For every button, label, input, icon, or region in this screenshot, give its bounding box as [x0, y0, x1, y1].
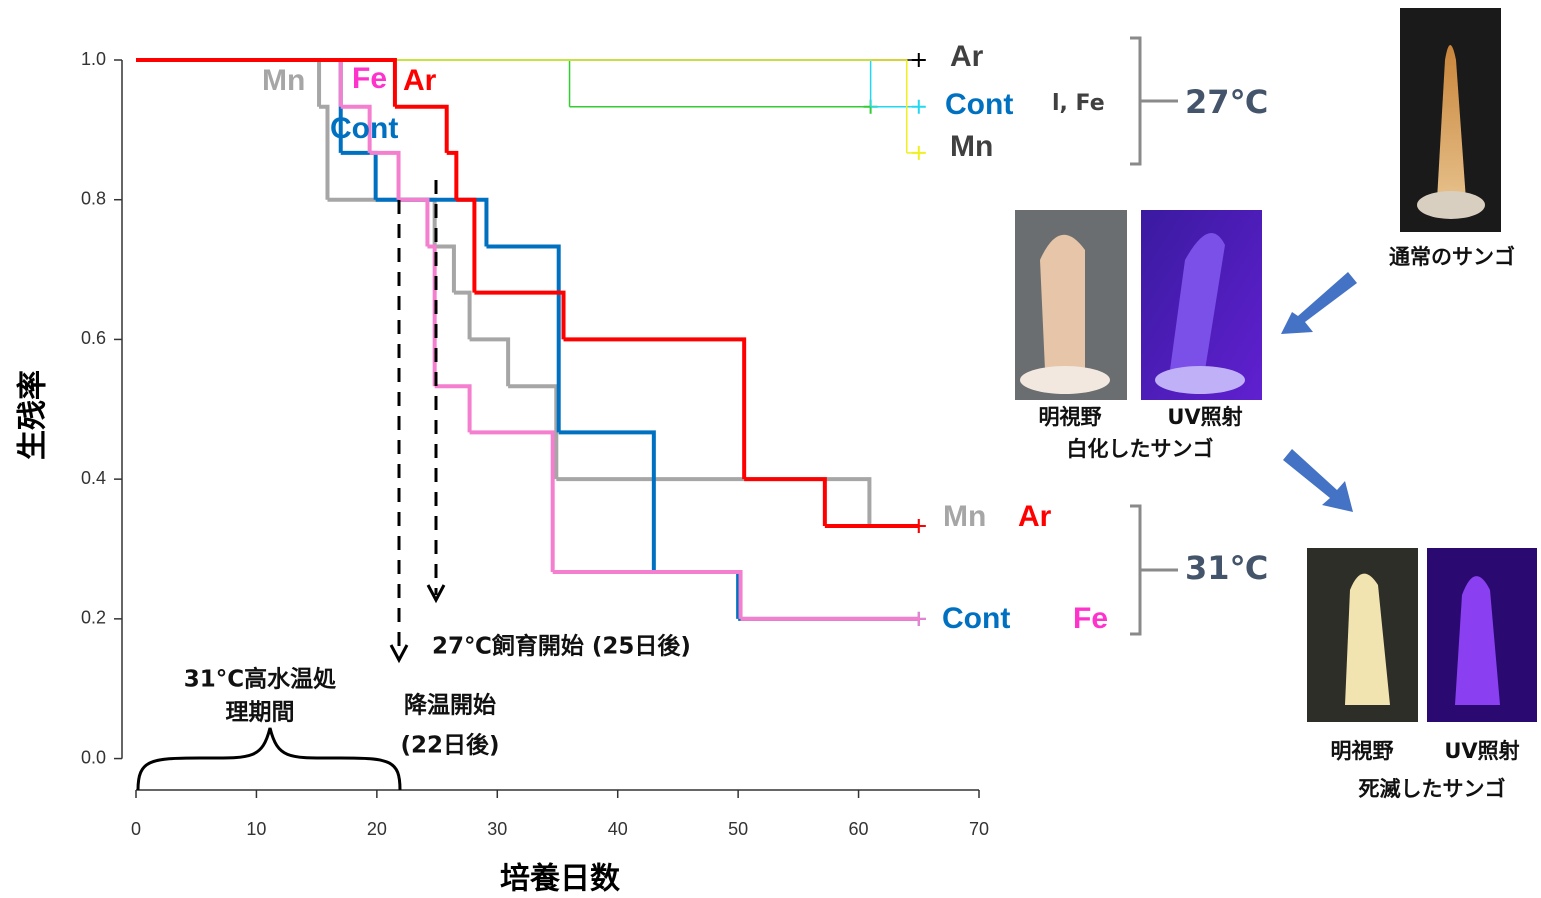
step-segment: [136, 60, 341, 153]
x-axis-title: 培養日数: [500, 862, 621, 895]
y-axis-title: 生残率: [16, 370, 51, 460]
x-tick-label: 50: [728, 819, 748, 839]
step-segment: [136, 60, 871, 107]
y-tick-label: 0.2: [81, 608, 106, 628]
annotation: 降温開始: [404, 692, 496, 719]
survival-curve: [136, 60, 926, 160]
step-segment: [456, 200, 474, 293]
group-label: l, Fe: [1052, 91, 1105, 116]
step-segment: [395, 107, 447, 153]
step-segment: [654, 572, 738, 619]
curve-label: Cont: [330, 112, 398, 145]
x-tick-label: 10: [246, 819, 266, 839]
chart: 0 10 20 30 40 50 60 70 0.0 0.2 0.4 0.6 0.8 1.0 培養日数 生…: [0, 0, 1541, 894]
y-tick-label: 0.0: [81, 747, 106, 767]
survival-curve: [136, 60, 926, 626]
annotation: (22日後): [400, 732, 499, 759]
step-segment: [376, 200, 487, 247]
step-segment: [136, 60, 341, 107]
step-segment: [319, 107, 327, 200]
y-tick-label: 1.0: [81, 49, 106, 69]
y-tick-label: 0.6: [81, 328, 106, 348]
step-segment: [474, 293, 563, 340]
x-tick-label: 30: [487, 819, 507, 839]
survival-curve: [136, 60, 926, 114]
step-segment: [744, 479, 825, 526]
step-segment: [327, 200, 434, 247]
survival-curve: [136, 60, 878, 114]
survival-curve: [136, 60, 926, 626]
step-segment: [470, 432, 553, 572]
censor-mark: [912, 146, 926, 160]
y-tick-label: 0.8: [81, 188, 106, 208]
photo-normal: [1400, 8, 1501, 232]
group-label: Ar: [950, 40, 984, 73]
group-title: 31℃: [1185, 549, 1268, 587]
step-segment: [454, 293, 470, 340]
photo-caption: 通常のサンゴ: [1389, 245, 1515, 269]
group-label: Mn: [950, 130, 993, 163]
group-label: Mn: [943, 500, 986, 533]
plot-area: [136, 53, 926, 626]
curve-label: Ar: [403, 64, 437, 97]
axes: 0 10 20 30 40 50 60 70 0.0 0.2 0.4 0.6 0.8 1.0: [81, 49, 989, 839]
step-segment: [341, 153, 376, 200]
step-segment: [435, 247, 454, 293]
photo-caption: 白化したサンゴ: [1067, 437, 1214, 461]
brace: [138, 728, 400, 790]
group-title: 27℃: [1185, 83, 1268, 121]
censor-mark: [912, 612, 926, 626]
step-segment: [427, 247, 434, 387]
step-segment: [399, 200, 428, 247]
annotation: 27℃飼育開始 (25日後): [432, 633, 691, 660]
step-segment: [553, 572, 741, 619]
survival-curve: [136, 60, 926, 533]
flow-arrows: [1281, 272, 1357, 512]
annotation: 31°C高水温処: [184, 666, 337, 693]
censor-mark: [912, 100, 926, 114]
annotation: 理期間: [226, 700, 295, 726]
group-label: Cont: [942, 602, 1010, 635]
step-segment: [559, 432, 654, 572]
x-tick-label: 60: [849, 819, 869, 839]
photo-bleached-uv: [1141, 210, 1262, 400]
photo-caption: 明視野: [1039, 405, 1102, 429]
photo-dead-uv: [1427, 548, 1537, 722]
photo-caption: UV照射: [1167, 405, 1242, 429]
group-label: Fe: [1073, 602, 1108, 635]
x-tick-label: 0: [131, 819, 141, 839]
photo-caption: 死滅したサンゴ: [1359, 777, 1506, 801]
step-segment: [447, 153, 457, 200]
x-tick-label: 20: [367, 819, 387, 839]
photo-dead-bright: [1307, 548, 1418, 722]
group-label: Ar: [1018, 500, 1052, 533]
step-segment: [556, 479, 869, 526]
x-tick-label: 40: [608, 819, 628, 839]
photo-bleached-bright: [1015, 210, 1127, 400]
survival-curve: [136, 60, 926, 533]
censor-mark: [912, 53, 926, 67]
photo-caption: UV照射: [1444, 739, 1519, 763]
bracket: [1130, 506, 1178, 634]
x-tick-label: 70: [969, 819, 989, 839]
photo-caption: 明視野: [1331, 739, 1394, 763]
bracket: [1130, 38, 1178, 164]
censor-mark: [912, 519, 926, 533]
event-arrows: [391, 180, 444, 660]
step-segment: [435, 386, 470, 432]
y-tick-label: 0.4: [81, 468, 106, 488]
curve-label: Mn: [262, 64, 305, 97]
group-label: Cont: [945, 88, 1013, 121]
curve-label: Fe: [352, 62, 387, 95]
step-segment: [470, 339, 509, 386]
